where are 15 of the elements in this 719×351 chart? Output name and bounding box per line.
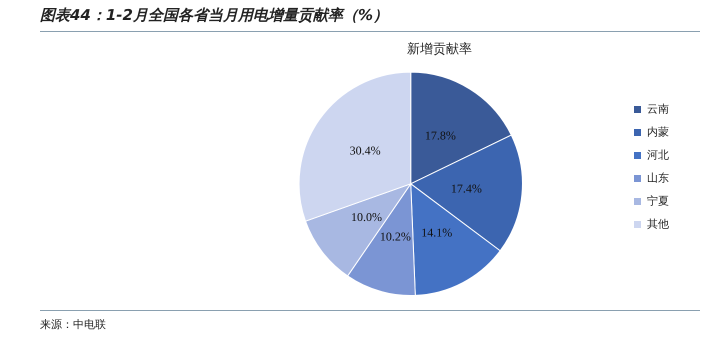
legend-label: 云南 xyxy=(647,102,669,116)
data-label: 10.0% xyxy=(350,210,382,224)
legend-label: 宁夏 xyxy=(647,194,669,208)
chart-title: 图表44：1-2月全国各省当月用电增量贡献率（%） xyxy=(40,6,700,32)
data-label: 14.1% xyxy=(421,225,452,240)
data-label: 10.2% xyxy=(380,230,411,244)
legend-label: 内蒙 xyxy=(647,125,669,138)
chart-subtitle: 新增贡献率 xyxy=(407,41,472,58)
data-label: 30.4% xyxy=(350,144,381,158)
data-label: 17.4% xyxy=(450,181,482,196)
source-note: 来源：中电联 xyxy=(40,310,700,332)
legend-label: 河北 xyxy=(647,148,669,162)
data-label: 17.8% xyxy=(424,128,456,143)
legend-label: 其他 xyxy=(647,217,669,230)
legend-label: 山东 xyxy=(647,171,669,184)
